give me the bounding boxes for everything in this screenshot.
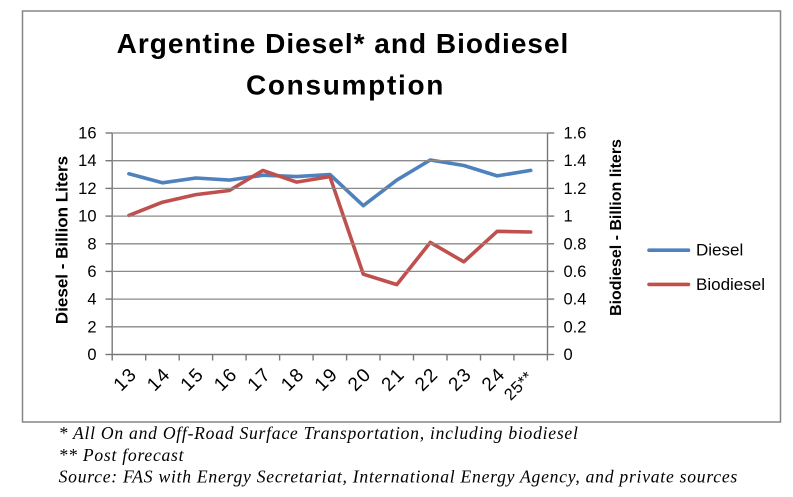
svg-text:0.2: 0.2 [564, 318, 587, 336]
svg-text:10: 10 [78, 208, 96, 226]
svg-text:16: 16 [78, 125, 96, 143]
svg-text:Diesel - Billion Liters: Diesel - Billion Liters [52, 156, 71, 324]
svg-text:25**: 25** [501, 368, 537, 404]
svg-text:0: 0 [564, 346, 573, 364]
svg-text:Consumption: Consumption [246, 70, 445, 101]
svg-text:21: 21 [378, 364, 410, 396]
svg-text:12: 12 [78, 180, 96, 198]
svg-text:2: 2 [87, 318, 96, 336]
svg-text:Biodiesel: Biodiesel [696, 275, 765, 294]
svg-text:0: 0 [87, 346, 96, 364]
svg-text:6: 6 [87, 263, 96, 281]
svg-text:Argentine Diesel* and Biodiese: Argentine Diesel* and Biodiesel [117, 28, 570, 59]
svg-text:20: 20 [344, 364, 376, 396]
svg-text:1: 1 [564, 208, 573, 226]
svg-text:17: 17 [244, 364, 276, 396]
svg-text:1.4: 1.4 [564, 152, 587, 170]
svg-text:8: 8 [87, 235, 96, 253]
svg-text:23: 23 [445, 364, 477, 396]
svg-text:Source: FAS with Energy Secret: Source: FAS with Energy Secretariat, Int… [59, 467, 738, 487]
svg-text:1.2: 1.2 [564, 180, 587, 198]
svg-text:0.4: 0.4 [564, 291, 587, 309]
svg-text:Diesel: Diesel [696, 241, 743, 260]
svg-text:0.6: 0.6 [564, 263, 587, 281]
svg-text:0.8: 0.8 [564, 235, 587, 253]
svg-text:19: 19 [311, 364, 343, 396]
svg-text:22: 22 [411, 364, 443, 396]
svg-text:1.6: 1.6 [564, 125, 587, 143]
svg-text:4: 4 [87, 291, 96, 309]
svg-text:** Post forecast: ** Post forecast [59, 445, 185, 465]
svg-text:14: 14 [78, 152, 96, 170]
svg-text:Biodiesel - Billion liters: Biodiesel - Billion liters [608, 139, 625, 316]
svg-text:14: 14 [143, 364, 175, 396]
svg-text:* All On and Off-Road Surface: * All On and Off-Road Surface Transporta… [59, 423, 579, 443]
svg-text:13: 13 [110, 364, 142, 396]
svg-text:15: 15 [177, 364, 209, 396]
svg-text:18: 18 [277, 364, 309, 396]
svg-text:16: 16 [210, 364, 242, 396]
